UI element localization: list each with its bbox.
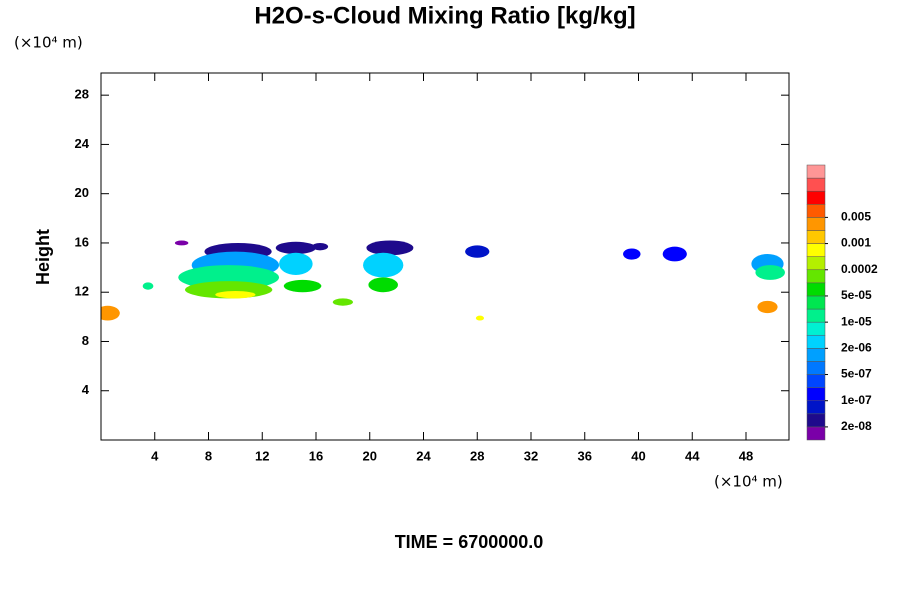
x-unit: (×10⁴ m) [714, 473, 783, 491]
colorbar-box [806, 282, 826, 297]
x-tick-label: 48 [739, 448, 753, 463]
cloud-region [623, 248, 641, 260]
x-tick-label: 24 [416, 448, 431, 463]
colorbar-label: 2e-08 [841, 419, 872, 433]
y-unit: (×10⁴ m) [14, 34, 83, 52]
cloud-region [279, 252, 313, 275]
colorbar-label: 2e-06 [841, 341, 872, 355]
cloud-region [215, 290, 256, 299]
colorbar-box [806, 177, 826, 192]
contour-field [101, 240, 785, 321]
cloud-region [275, 241, 316, 255]
cloud-region [366, 240, 414, 256]
colorbar-box [806, 295, 826, 310]
y-tick-label: 16 [75, 234, 89, 249]
x-tick-label: 12 [255, 448, 269, 463]
colorbar-box [806, 230, 826, 244]
colorbar-box [806, 217, 826, 231]
x-tick-label: 32 [524, 448, 538, 463]
y-tick-label: 24 [75, 136, 90, 151]
cloud-region [174, 240, 189, 246]
cloud-region [368, 277, 398, 293]
y-tick-label: 28 [75, 87, 89, 102]
x-tick-label: 8 [205, 448, 212, 463]
cloud-region [465, 245, 490, 258]
y-tick-label: 20 [75, 185, 89, 200]
colorbar-box [806, 334, 826, 349]
x-tick-label: 28 [470, 448, 484, 463]
colorbar-box [806, 387, 826, 401]
colorbar-label: 1e-05 [841, 314, 872, 328]
chart-title: H2O-s-Cloud Mixing Ratio [kg/kg] [254, 2, 635, 29]
cloud-region [757, 300, 778, 314]
colorbar-label: 0.0002 [841, 262, 878, 276]
colorbar-box [806, 269, 826, 284]
x-tick-label: 16 [309, 448, 323, 463]
colorbar-box [806, 190, 826, 205]
cloud-region [475, 315, 484, 321]
colorbar-box [806, 243, 826, 257]
colorbar-box [806, 164, 826, 179]
colorbar-box [806, 308, 826, 323]
cloud-region [283, 279, 322, 293]
y-tick-label: 12 [75, 284, 89, 299]
colorbar-box [806, 374, 826, 388]
x-tick-label: 36 [578, 448, 592, 463]
colorbar-label: 5e-07 [841, 367, 872, 381]
colorbar-box [806, 204, 826, 218]
cloud-region [332, 298, 353, 306]
cloud-region [363, 252, 404, 278]
colorbar-box [806, 256, 826, 271]
colorbar-box [806, 426, 826, 441]
footer: TIME = 6700000.0 [395, 532, 544, 552]
x-tick-label: 40 [631, 448, 645, 463]
cloud-region [662, 246, 687, 262]
y-tick-label: 4 [82, 382, 90, 397]
plot-frame [100, 72, 790, 441]
colorbar-box [806, 361, 826, 375]
x-tick-label: 44 [685, 448, 700, 463]
colorbar-label: 1e-07 [841, 393, 872, 407]
colorbar-box [806, 413, 826, 428]
colorbar-label: 0.001 [841, 236, 871, 250]
x-tick-label: 4 [151, 448, 159, 463]
y-axis-label: Height [33, 229, 53, 285]
y-tick-label: 8 [82, 333, 89, 348]
colorbar-box [806, 400, 826, 415]
colorbar-box [806, 321, 826, 336]
colorbar-label: 5e-05 [841, 288, 872, 302]
cloud-region [755, 265, 785, 280]
colorbar-label: 0.005 [841, 210, 871, 224]
x-tick-label: 20 [363, 448, 377, 463]
colorbar-box [806, 348, 826, 362]
cloud-region [311, 242, 329, 251]
cloud-region [101, 305, 120, 321]
cloud-region [142, 282, 154, 290]
